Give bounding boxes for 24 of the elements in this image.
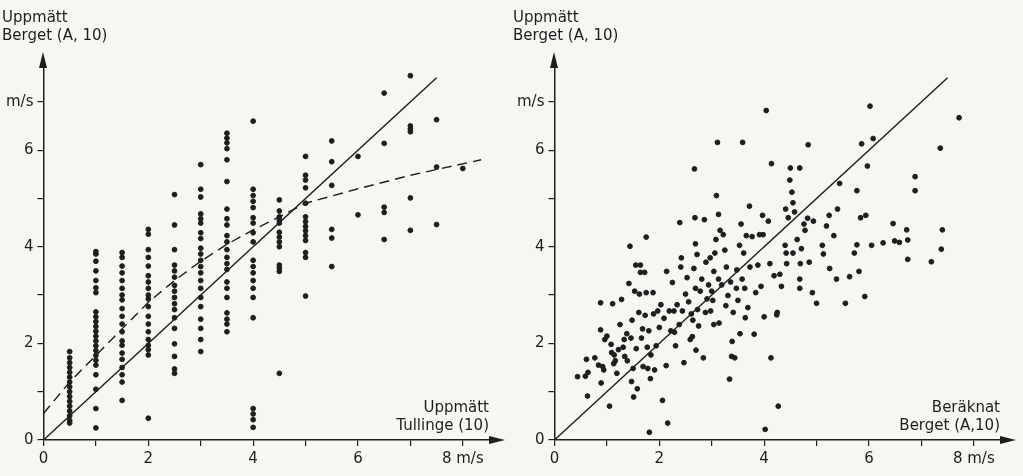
y-tick-label: 6 <box>534 140 545 159</box>
x-axis-title: Beräknat Berget (A,10) <box>899 398 1001 434</box>
x-tick-label: 4 <box>248 448 258 467</box>
y-tick-label: m/s <box>517 91 545 110</box>
x-tick-label: 6 <box>864 448 874 467</box>
x-tick-label: 4 <box>759 448 769 467</box>
x-tick-label: 8 m/s <box>952 448 995 467</box>
x-tick-label: 0 <box>549 448 560 467</box>
y-tick-label: m/s <box>6 91 34 110</box>
y-tick-label: 0 <box>534 429 545 448</box>
y-tick-label: 4 <box>534 236 545 255</box>
x-tick-label: 8 m/s <box>441 448 484 467</box>
x-tick-label: 6 <box>353 448 363 467</box>
x-tick-label: 0 <box>38 448 49 467</box>
x-tick-label: 2 <box>143 448 154 467</box>
y-tick-label: 6 <box>23 140 34 159</box>
y-tick-label: 2 <box>23 333 34 352</box>
y-tick-label: 2 <box>534 333 545 352</box>
y-axis-title: Uppmätt Berget (A, 10) <box>513 8 619 44</box>
x-tick-label: 2 <box>654 448 665 467</box>
y-tick-label: 4 <box>23 236 34 255</box>
x-axis-title: Uppmätt Tullinge (10) <box>395 398 490 434</box>
y-axis-title: Uppmätt Berget (A, 10) <box>2 8 108 44</box>
y-tick-label: 0 <box>23 429 34 448</box>
